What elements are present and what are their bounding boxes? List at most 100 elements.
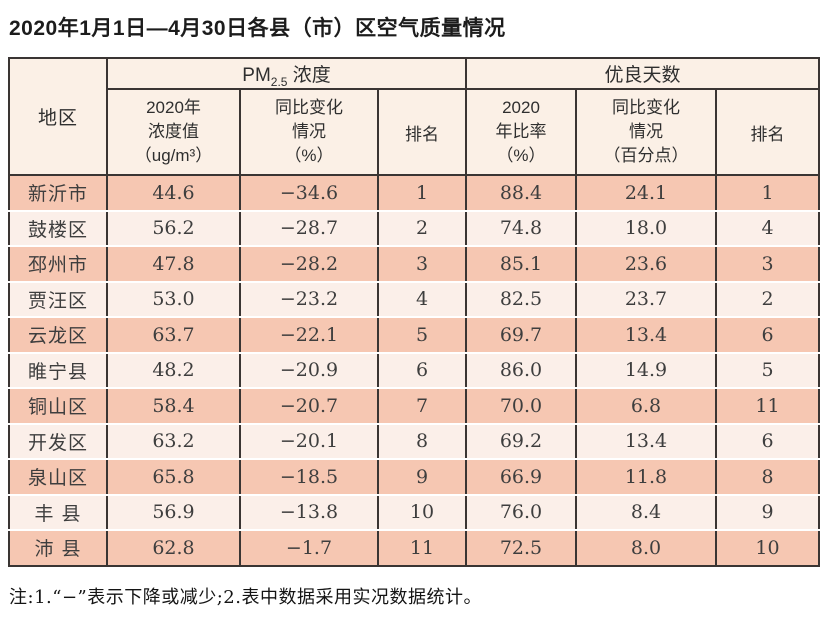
cell-pm-rank: 10 <box>378 494 467 531</box>
header-line: 同比变化 <box>612 98 680 118</box>
header-line: 同比变化 <box>275 98 343 118</box>
header-line: 年比率 <box>495 122 547 142</box>
cell-pm-value: 44.6 <box>107 175 241 212</box>
table-row: 沛 县 62.8 −1.7 11 72.5 8.0 10 <box>9 530 821 566</box>
cell-days-rate: 66.9 <box>466 459 577 496</box>
page-title: 2020年1月1日—4月30日各县（市）区空气质量情况 <box>9 17 506 40</box>
cell-pm-change: −34.6 <box>240 175 379 212</box>
cell-region: 邳州市 <box>9 246 108 283</box>
cell-days-change: 6.8 <box>576 388 717 425</box>
header-days-rank: 排名 <box>716 89 821 176</box>
cell-days-change: 11.8 <box>576 459 717 496</box>
cell-pm-rank: 4 <box>378 281 467 318</box>
header-days-change: 同比变化 情况 （百分点） <box>576 89 717 176</box>
table-header: 地区 PM2.5 浓度 优良天数 2020年 浓度值 （ug/m³） 同比变化 … <box>9 58 821 176</box>
table-row: 泉山区 65.8 −18.5 9 66.9 11.8 8 <box>9 459 821 496</box>
table-row: 丰 县 56.9 −13.8 10 76.0 8.4 9 <box>9 494 821 531</box>
cell-pm-value: 56.9 <box>107 494 241 531</box>
cell-days-rank: 6 <box>716 423 821 460</box>
cell-region: 开发区 <box>9 423 108 460</box>
header-line: （ug/m³） <box>134 145 213 165</box>
cell-days-rank: 2 <box>716 281 821 318</box>
cell-days-rate: 70.0 <box>466 388 577 425</box>
cell-pm-change: −1.7 <box>240 530 379 566</box>
table-row: 邳州市 47.8 −28.2 3 85.1 23.6 3 <box>9 246 821 283</box>
cell-region: 铜山区 <box>9 388 108 425</box>
cell-days-change: 23.7 <box>576 281 717 318</box>
header-pm-change: 同比变化 情况 （%） <box>240 89 379 176</box>
table-row: 睢宁县 48.2 −20.9 6 86.0 14.9 5 <box>9 352 821 389</box>
cell-days-rank: 11 <box>716 388 821 425</box>
header-line: 2020年 <box>146 98 201 118</box>
cell-region: 新沂市 <box>9 175 108 212</box>
header-line: （百分点） <box>603 145 689 165</box>
header-line: （%） <box>284 145 334 165</box>
header-region: 地区 <box>9 58 108 176</box>
header-line: （%） <box>496 145 546 165</box>
cell-pm-rank: 2 <box>378 210 467 247</box>
table-row: 开发区 63.2 −20.1 8 69.2 13.4 6 <box>9 423 821 460</box>
cell-days-rate: 88.4 <box>466 175 577 212</box>
cell-pm-change: −23.2 <box>240 281 379 318</box>
cell-pm-rank: 1 <box>378 175 467 212</box>
cell-pm-change: −22.1 <box>240 317 379 354</box>
header-line: 2020 <box>502 98 540 118</box>
cell-region: 云龙区 <box>9 317 108 354</box>
cell-pm-value: 62.8 <box>107 530 241 566</box>
cell-days-change: 23.6 <box>576 246 717 283</box>
table-row: 云龙区 63.7 −22.1 5 69.7 13.4 6 <box>9 317 821 354</box>
header-pm-value: 2020年 浓度值 （ug/m³） <box>107 89 241 176</box>
cell-days-rank: 1 <box>716 175 821 212</box>
cell-days-change: 13.4 <box>576 317 717 354</box>
cell-days-rank: 3 <box>716 246 821 283</box>
pm25-subscript: 2.5 <box>270 74 288 89</box>
cell-region: 鼓楼区 <box>9 210 108 247</box>
cell-pm-change: −28.7 <box>240 210 379 247</box>
header-line: 浓度值 <box>148 122 199 142</box>
header-good-days-group: 优良天数 <box>466 58 821 90</box>
cell-pm-change: −20.1 <box>240 423 379 460</box>
cell-days-rate: 85.1 <box>466 246 577 283</box>
pm25-label-suffix: 浓度 <box>287 65 331 86</box>
cell-pm-rank: 8 <box>378 423 467 460</box>
air-quality-table: 地区 PM2.5 浓度 优良天数 2020年 浓度值 （ug/m³） 同比变化 … <box>8 57 821 567</box>
cell-region: 沛 县 <box>9 530 108 566</box>
cell-region: 贾汪区 <box>9 281 108 318</box>
table-row: 鼓楼区 56.2 −28.7 2 74.8 18.0 4 <box>9 210 821 247</box>
header-pm-rank: 排名 <box>378 89 467 176</box>
cell-region: 睢宁县 <box>9 352 108 389</box>
cell-days-rank: 9 <box>716 494 821 531</box>
cell-days-rate: 69.7 <box>466 317 577 354</box>
cell-days-change: 24.1 <box>576 175 717 212</box>
cell-days-change: 8.4 <box>576 494 717 531</box>
cell-pm-value: 47.8 <box>107 246 241 283</box>
cell-pm-change: −18.5 <box>240 459 379 496</box>
cell-pm-change: −13.8 <box>240 494 379 531</box>
cell-pm-rank: 9 <box>378 459 467 496</box>
cell-days-rank: 4 <box>716 210 821 247</box>
cell-days-rank: 10 <box>716 530 821 566</box>
cell-pm-value: 63.7 <box>107 317 241 354</box>
cell-pm-rank: 5 <box>378 317 467 354</box>
cell-pm-value: 48.2 <box>107 352 241 389</box>
table-row: 贾汪区 53.0 −23.2 4 82.5 23.7 2 <box>9 281 821 318</box>
table-row: 新沂市 44.6 −34.6 1 88.4 24.1 1 <box>9 175 821 212</box>
cell-days-rank: 5 <box>716 352 821 389</box>
cell-pm-rank: 3 <box>378 246 467 283</box>
table-body: 新沂市 44.6 −34.6 1 88.4 24.1 1 鼓楼区 56.2 −2… <box>9 175 821 566</box>
cell-pm-value: 65.8 <box>107 459 241 496</box>
cell-region: 丰 县 <box>9 494 108 531</box>
footnote: 注:1.“−”表示下降或减少;2.表中数据采用实况数据统计。 <box>9 586 482 608</box>
cell-days-change: 14.9 <box>576 352 717 389</box>
table-row: 铜山区 58.4 −20.7 7 70.0 6.8 11 <box>9 388 821 425</box>
cell-days-rate: 82.5 <box>466 281 577 318</box>
cell-days-rate: 86.0 <box>466 352 577 389</box>
cell-pm-value: 63.2 <box>107 423 241 460</box>
header-sub-row: 2020年 浓度值 （ug/m³） 同比变化 情况 （%） 排名 2020 年比… <box>9 89 821 176</box>
cell-pm-rank: 7 <box>378 388 467 425</box>
cell-pm-value: 58.4 <box>107 388 241 425</box>
cell-pm-value: 53.0 <box>107 281 241 318</box>
cell-pm-change: −20.9 <box>240 352 379 389</box>
header-group-row: 地区 PM2.5 浓度 优良天数 <box>9 58 821 176</box>
